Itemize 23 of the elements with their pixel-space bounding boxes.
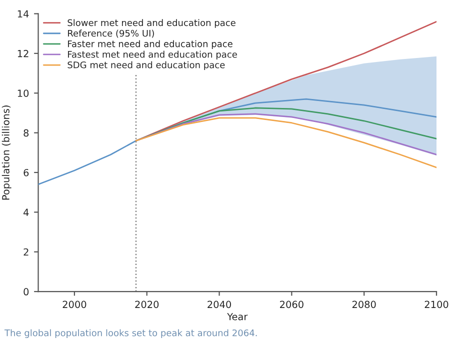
- y-tick-label: 2: [24, 248, 28, 256]
- y-tick-label: 8: [24, 129, 29, 137]
- x-tick-label: 2080: [352, 300, 376, 308]
- x-tick-label: 2060: [280, 300, 304, 308]
- x-tick-label: 2020: [135, 300, 159, 308]
- legend-label: Reference (95% UI): [68, 30, 154, 38]
- x-tick-label: 2000: [62, 300, 86, 308]
- y-tick-label: 0: [24, 288, 29, 296]
- x-tick-label: 2040: [208, 300, 231, 308]
- legend-label: Faster met need and education pace: [68, 40, 232, 49]
- text: The global population looks set to peak at around 2064.: [4, 329, 257, 338]
- y-tick-label: 10: [18, 90, 29, 97]
- x-axis-title: Year: [227, 313, 248, 320]
- x-tick-label: 2100: [424, 300, 448, 308]
- y-tick-label: 12: [18, 50, 28, 58]
- line-series: [135, 117, 436, 168]
- legend-label: Slower met need and education pace: [68, 19, 236, 28]
- legend-label: SDG met need and education pace: [68, 61, 225, 70]
- y-axis-title: Population (billions): [2, 106, 12, 200]
- y-tick-label: 14: [18, 10, 29, 18]
- y-tick-label: 4: [24, 208, 29, 216]
- y-tick-label: 6: [24, 168, 29, 176]
- legend-label: Fastest met need and education pace: [68, 50, 237, 60]
